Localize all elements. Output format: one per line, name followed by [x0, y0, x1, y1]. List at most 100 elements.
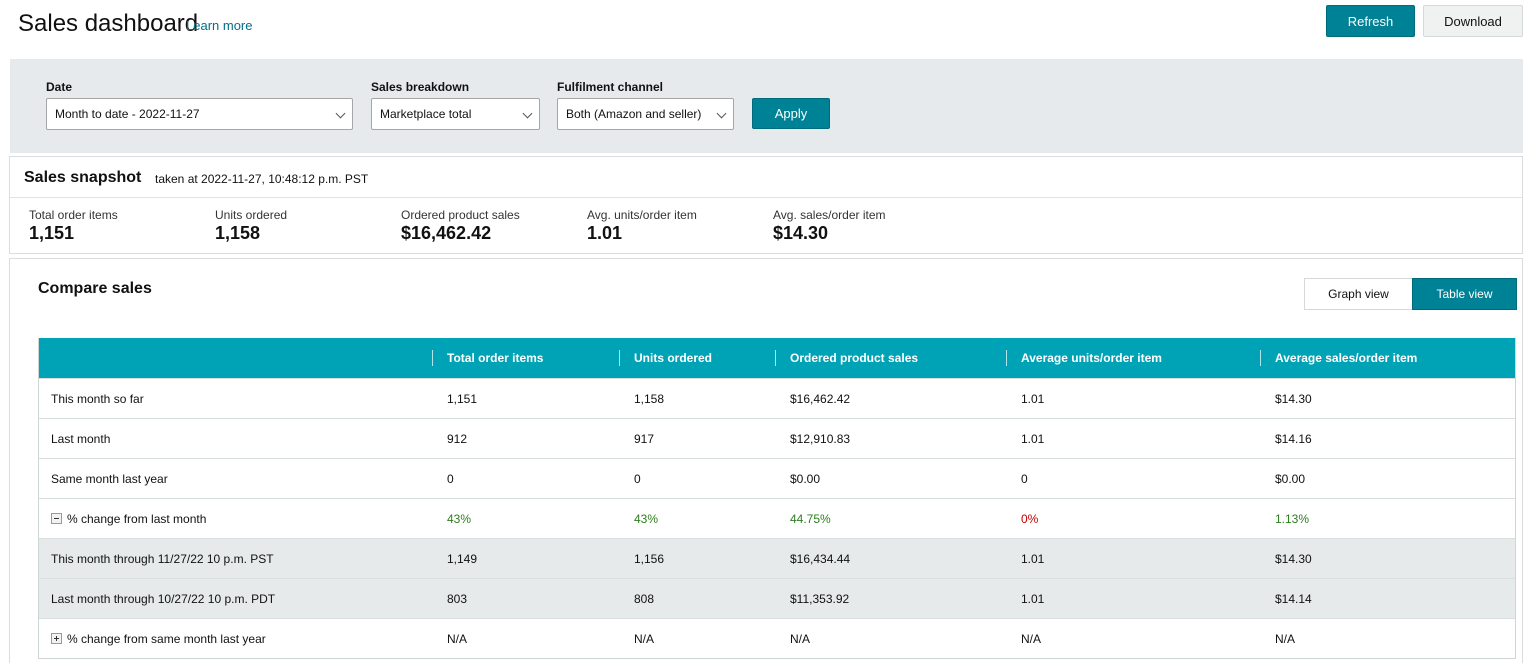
table-cell: 1,149 — [447, 552, 478, 566]
table-row-last-month: Last month 912 917 $12,910.83 1.01 $14.1… — [39, 418, 1515, 458]
collapse-icon[interactable] — [51, 513, 62, 524]
metric-ordered-product-sales: Ordered product sales $16,462.42 — [401, 208, 520, 244]
table-cell: $11,353.92 — [790, 592, 850, 606]
row-label-group: % change from same month last year — [51, 619, 266, 659]
column-divider — [775, 350, 776, 366]
filter-bar: Date Month to date - 2022-11-27 Sales br… — [10, 59, 1523, 153]
table-cell: N/A — [1021, 632, 1042, 646]
table-row-last-month-through: Last month through 10/27/22 10 p.m. PDT … — [39, 578, 1515, 618]
table-cell: $0.00 — [1275, 472, 1306, 486]
metric-value: 1,158 — [215, 223, 261, 243]
table-cell: 0 — [1021, 472, 1028, 486]
table-cell: 912 — [447, 432, 468, 446]
table-cell: 1.01 — [1021, 592, 1045, 606]
download-button[interactable]: Download — [1423, 5, 1523, 37]
table-cell: 808 — [634, 592, 655, 606]
row-label: This month through 11/27/22 10 p.m. PST — [51, 552, 274, 566]
table-cell: N/A — [447, 632, 468, 646]
table-view-button[interactable]: Table view — [1412, 278, 1517, 310]
table-cell-negative: 0% — [1021, 512, 1039, 526]
table-cell: 1.01 — [1021, 432, 1045, 446]
chevron-down-icon — [335, 108, 346, 119]
table-header: Total order items Units ordered Ordered … — [39, 338, 1515, 378]
row-label: Last month — [51, 432, 111, 446]
row-label: Same month last year — [51, 472, 168, 486]
table-cell-positive: 43% — [634, 512, 659, 526]
table-cell: $14.14 — [1275, 592, 1312, 606]
column-divider — [432, 350, 433, 366]
row-label: % change from same month last year — [67, 632, 266, 646]
date-filter-label: Date — [46, 80, 73, 94]
date-select[interactable]: Month to date - 2022-11-27 — [46, 98, 353, 130]
table-row-same-month-last-year: Same month last year 0 0 $0.00 0 $0.00 — [39, 458, 1515, 498]
expand-icon[interactable] — [51, 633, 62, 644]
column-header-total-order-items[interactable]: Total order items — [447, 351, 544, 365]
table-row-this-month: This month so far 1,151 1,158 $16,462.42… — [39, 378, 1515, 418]
column-header-ordered-product-sales[interactable]: Ordered product sales — [790, 351, 919, 365]
breakdown-select-value: Marketplace total — [380, 107, 472, 121]
metric-value: 1.01 — [587, 223, 623, 243]
table-cell: 917 — [634, 432, 655, 446]
table-cell: N/A — [1275, 632, 1296, 646]
view-toggle: Graph view Table view — [1304, 278, 1517, 310]
table-cell: 0 — [447, 472, 454, 486]
metric-units-ordered: Units ordered 1,158 — [215, 208, 287, 244]
column-header-avg-sales[interactable]: Average sales/order item — [1275, 351, 1418, 365]
column-header-avg-units[interactable]: Average units/order item — [1021, 351, 1162, 365]
table-cell: 1,156 — [634, 552, 665, 566]
table-row-this-month-through: This month through 11/27/22 10 p.m. PST … — [39, 538, 1515, 578]
table-cell: 1,158 — [634, 392, 665, 406]
table-row-change-last-month: % change from last month 43% 43% 44.75% … — [39, 498, 1515, 538]
page-title: Sales dashboard — [18, 10, 199, 37]
table-cell: 1,151 — [447, 392, 478, 406]
table-cell: N/A — [634, 632, 655, 646]
graph-view-button[interactable]: Graph view — [1304, 278, 1413, 310]
table-cell: $0.00 — [790, 472, 821, 486]
compare-sales-table: Total order items Units ordered Ordered … — [38, 338, 1516, 659]
metric-label: Units ordered — [215, 208, 288, 222]
metric-avg-sales: Avg. sales/order item $14.30 — [773, 208, 886, 244]
apply-button[interactable]: Apply — [752, 98, 830, 129]
row-label-group: % change from last month — [51, 499, 206, 539]
sales-snapshot: Sales snapshot taken at 2022-11-27, 10:4… — [9, 156, 1523, 254]
column-divider — [1260, 350, 1261, 366]
metric-value: $16,462.42 — [401, 223, 492, 243]
metric-label: Avg. sales/order item — [773, 208, 886, 222]
fulfilment-channel-select[interactable]: Both (Amazon and seller) — [557, 98, 734, 130]
column-header-units-ordered[interactable]: Units ordered — [634, 351, 713, 365]
table-cell-positive: 44.75% — [790, 512, 831, 526]
table-cell: N/A — [790, 632, 811, 646]
table-cell: $16,434.44 — [790, 552, 851, 566]
table-cell-positive: 1.13% — [1275, 512, 1310, 526]
channel-select-value: Both (Amazon and seller) — [566, 107, 702, 121]
chevron-down-icon — [522, 108, 533, 119]
channel-filter-label: Fulfilment channel — [557, 80, 664, 94]
compare-sales-panel: Compare sales Graph view Table view Tota… — [9, 258, 1523, 663]
row-label: This month so far — [51, 392, 144, 406]
table-cell: 1.01 — [1021, 392, 1045, 406]
metric-label: Avg. units/order item — [587, 208, 697, 222]
table-cell-positive: 43% — [447, 512, 472, 526]
table-row-change-same-month-last-year: % change from same month last year N/A N… — [39, 618, 1515, 658]
metric-label: Ordered product sales — [401, 208, 520, 222]
sales-breakdown-select[interactable]: Marketplace total — [371, 98, 540, 130]
breakdown-filter-label: Sales breakdown — [371, 80, 470, 94]
row-label: % change from last month — [67, 512, 207, 526]
metric-value: 1,151 — [29, 223, 75, 243]
metric-label: Total order items — [29, 208, 118, 222]
table-cell: $14.30 — [1275, 392, 1312, 406]
table-cell: $14.30 — [1275, 552, 1312, 566]
column-divider — [1006, 350, 1007, 366]
column-divider — [619, 350, 620, 366]
table-cell: $12,910.83 — [790, 432, 851, 446]
metric-total-order-items: Total order items 1,151 — [29, 208, 118, 244]
page-header: Sales dashboard Learn more Refresh Downl… — [0, 0, 1523, 58]
date-select-value: Month to date - 2022-11-27 — [55, 107, 200, 121]
learn-more-link[interactable]: Learn more — [186, 18, 253, 33]
chevron-down-icon — [716, 108, 727, 119]
snapshot-timestamp: taken at 2022-11-27, 10:48:12 p.m. PST — [155, 172, 369, 186]
table-cell: $14.16 — [1275, 432, 1312, 446]
row-label: Last month through 10/27/22 10 p.m. PDT — [51, 592, 276, 606]
refresh-button[interactable]: Refresh — [1326, 5, 1415, 37]
compare-sales-title: Compare sales — [38, 280, 152, 297]
